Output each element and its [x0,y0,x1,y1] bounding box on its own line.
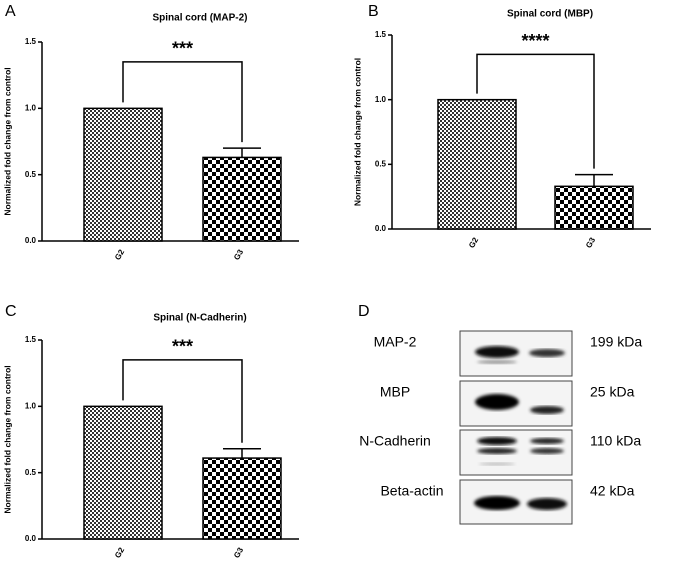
size-label: 110 kDa [590,433,641,449]
bar [202,457,282,540]
panel-label: D [358,303,370,320]
panel-label: A [5,3,16,20]
bar [437,98,517,230]
panel-label: B [368,3,379,20]
chart-title: Spinal cord (MBP) [507,9,593,20]
protein-label: N-Cadherin [359,433,431,449]
x-tick-label: G3 [232,545,245,559]
significance-bracket [476,53,595,169]
bar [83,107,163,242]
y-tick-label: 1.0 [25,103,37,112]
error-bar [223,147,261,158]
x-tick-label: G2 [113,247,126,261]
significance-label: *** [172,337,193,357]
significance-bracket [122,61,243,143]
significance-bracket [122,359,243,443]
y-tick-label: 1.5 [25,37,37,46]
y-tick-label: 0.5 [25,468,37,477]
x-tick-label: G3 [232,247,245,261]
y-tick-label: 1.5 [375,30,387,39]
chart-title: Spinal (N-Cadherin) [153,313,246,324]
y-axis-label: Normalized fold change from control [352,58,362,206]
charts: A Spinal cord (MAP-2) Normalized fold chan… [2,3,651,560]
bar [554,185,634,230]
size-label: 25 kDa [590,384,635,400]
blot-image [459,330,573,525]
x-tick-label: G2 [113,545,126,559]
chart-title: Spinal cord (MAP-2) [152,13,247,24]
bar [202,156,282,242]
y-tick-label: 1.0 [25,401,37,410]
size-label: 42 kDa [590,483,635,499]
y-axis-label: Normalized fold change from control [2,67,12,215]
y-tick-label: 0.0 [375,224,387,233]
y-tick-label: 0.5 [375,159,387,168]
significance-label: *** [172,39,193,59]
y-axis-label: Normalized fold change from control [2,365,12,513]
y-tick-label: 1.0 [375,95,387,104]
protein-label: MAP-2 [374,334,417,350]
y-tick-label: 0.0 [25,534,37,543]
panel-label: C [5,303,17,320]
protein-label: MBP [380,384,410,400]
protein-label: Beta-actin [380,483,443,499]
size-label: 199 kDa [590,334,642,350]
y-tick-label: 0.5 [25,170,37,179]
x-tick-label: G3 [584,235,597,249]
error-bar [223,448,261,459]
blot-panel: D MAP-2 MBP N-Cadherin Beta-actin 199 kD… [358,303,642,525]
x-tick-label: G2 [467,235,480,249]
significance-label: **** [521,31,549,51]
y-tick-label: 0.0 [25,236,37,245]
y-tick-label: 1.5 [25,335,37,344]
bar [83,405,163,540]
error-bar [575,173,613,187]
